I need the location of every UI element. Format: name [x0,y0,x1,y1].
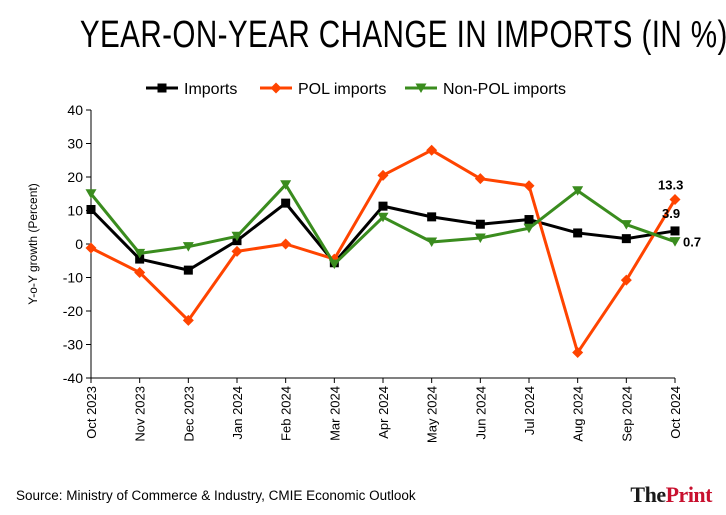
imports-point [524,215,534,225]
x-tick-label: Apr 2024 [376,386,391,439]
pol-imports-point [474,173,486,185]
brand-print: Print [665,482,713,507]
imports-point [183,265,193,275]
y-tick-label: 40 [67,102,83,118]
non-pol-imports-line [89,183,676,266]
imports-point [475,219,485,229]
pol-imports-point [280,238,292,250]
x-tick-label: Mar 2024 [327,386,342,441]
pol-imports-point [231,245,243,257]
non-pol-imports-point [523,223,535,234]
non-pol-imports-point [134,248,146,259]
non-pol-imports-point [572,186,584,196]
pol-imports-point [620,274,632,286]
imports-point [427,212,437,222]
legend-marker [415,83,427,93]
non-pol-imports-point [620,220,632,230]
non-pol-imports-point [85,189,97,199]
imports-point [573,228,583,238]
y-tick-label: -40 [63,370,83,386]
y-tick-label: 20 [67,169,83,185]
legend-marker [157,83,167,93]
non-pol-imports-point [231,231,243,242]
imports-point [135,254,145,264]
pol-imports-point [85,242,97,254]
non-pol-imports-point [377,212,389,223]
x-tick-label: Aug 2024 [571,386,586,442]
pol-imports-point [377,169,389,181]
chart-title: YEAR-ON-YEAR CHANGE IN IMPORTS (IN %) [79,14,726,56]
x-tick-label: Sep 2024 [619,386,634,442]
non-pol-imports-point [280,180,292,190]
y-tick-label: 0 [75,236,83,252]
brand-the: The [630,482,666,507]
x-tick-label: Feb 2024 [279,386,294,441]
x-tick-label: Oct 2024 [668,386,683,439]
imports-point [670,226,680,236]
pol-imports-point [669,193,681,205]
imports-point [621,234,631,244]
data-label: 3.9 [662,206,680,221]
x-tick-label: Oct 2023 [84,386,99,439]
non-pol-imports-point [182,242,194,252]
pol-imports-point [572,347,584,359]
pol-imports-point [426,144,438,156]
legend-label: Imports [184,81,237,98]
non-pol-imports-point [474,233,486,243]
legend-marker [270,82,282,94]
y-tick-label: -10 [63,270,83,286]
y-axis-title: Y-o-Y growth (Percent) [26,183,40,304]
imports-point [378,201,388,211]
data-label: 13.3 [658,177,683,192]
brand-logo: ThePrint [630,482,712,508]
non-pol-imports-point [669,237,681,247]
y-tick-label: -20 [63,303,83,319]
y-tick-label: 10 [67,203,83,219]
legend-label: POL imports [298,81,386,98]
source-note: Source: Ministry of Commerce & Industry,… [16,488,416,503]
y-tick-label: -30 [63,337,83,353]
non-pol-imports-point [426,237,438,247]
x-tick-label: Nov 2023 [133,386,148,442]
imports-point [86,204,96,214]
x-tick-label: Dec 2023 [181,386,196,442]
x-tick-label: Jan 2024 [230,386,245,440]
data-label: 0.7 [683,235,701,250]
pol-imports-point [182,314,194,326]
non-pol-imports-point [328,259,340,270]
x-tick-label: May 2024 [425,386,440,443]
legend-label: Non-POL imports [443,81,566,98]
pol-imports-point [523,180,535,192]
y-tick-label: 30 [67,136,83,152]
x-tick-label: Jun 2024 [473,386,488,440]
x-tick-label: Jul 2024 [522,386,537,435]
imports-point [281,198,291,208]
pol-imports-point [134,266,146,278]
